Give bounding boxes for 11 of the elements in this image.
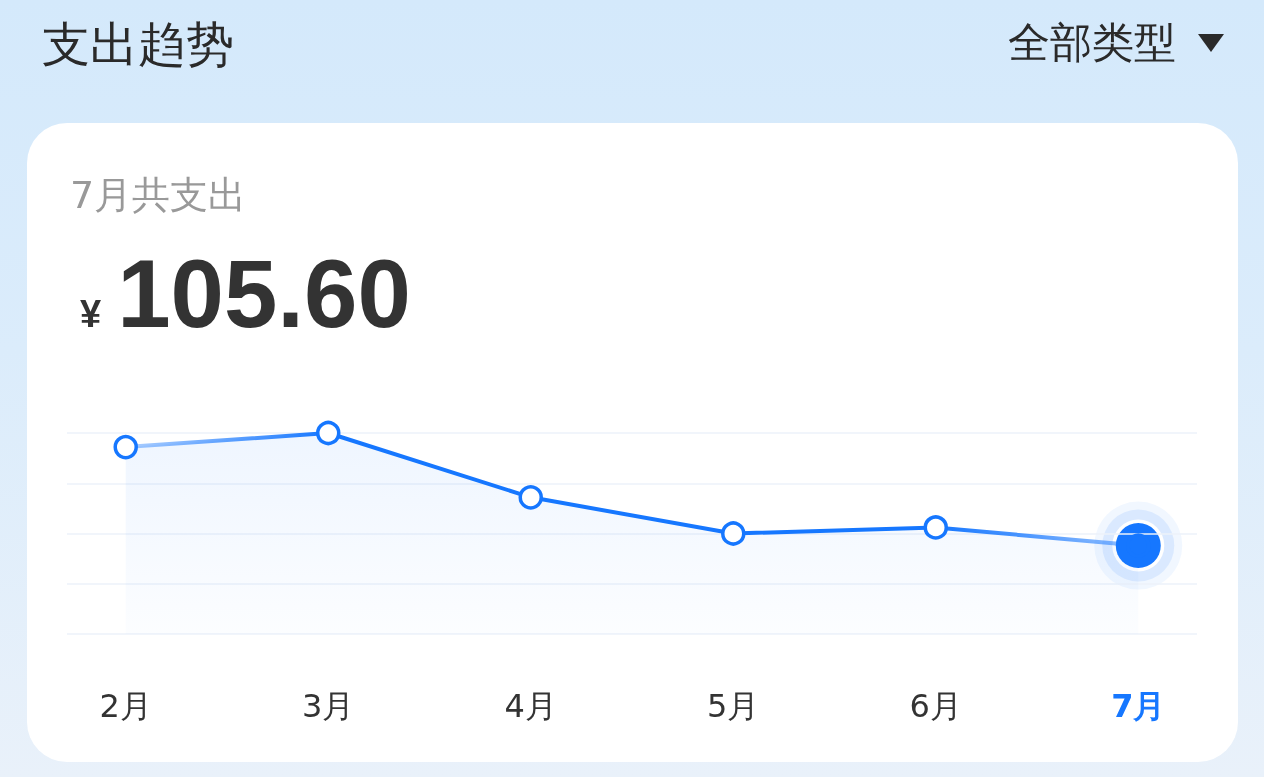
x-tick-label: 3月 xyxy=(302,687,355,725)
text: ¥ xyxy=(80,293,102,336)
x-tick-label: 2月 xyxy=(99,687,152,725)
chart-title: 支出趋势 xyxy=(42,16,234,72)
text: 105.60 xyxy=(117,240,411,347)
x-tick-label: 6月 xyxy=(909,687,962,725)
x-tick-label: 4月 xyxy=(504,687,557,725)
x-tick-label: 5月 xyxy=(707,687,760,725)
x-tick-label: 7月 xyxy=(1111,687,1166,725)
text: 7月共支出 xyxy=(70,172,247,218)
text: 全部类型 xyxy=(1008,18,1176,68)
